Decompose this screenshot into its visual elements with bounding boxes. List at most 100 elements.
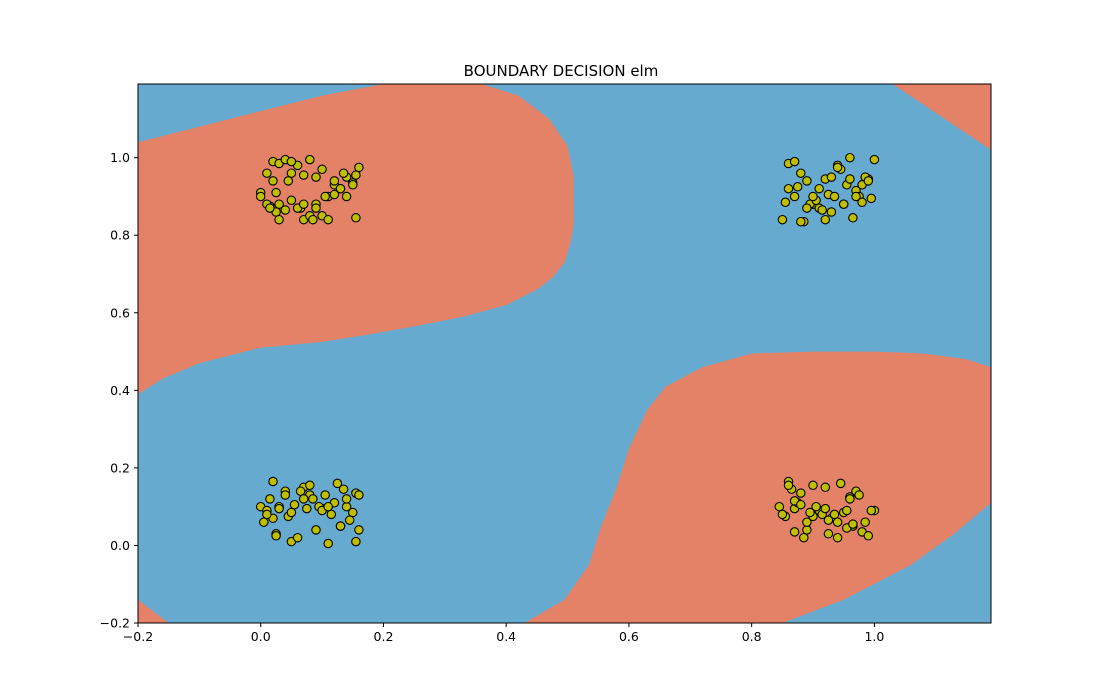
data-point xyxy=(823,529,834,539)
data-point xyxy=(311,203,321,213)
data-point xyxy=(848,213,858,223)
data-point xyxy=(838,199,849,209)
data-point xyxy=(348,180,358,190)
data-point xyxy=(341,191,352,202)
data-point xyxy=(869,154,880,165)
data-point xyxy=(335,183,346,194)
y-tick-label: −0.2 xyxy=(100,616,130,631)
data-point xyxy=(780,197,791,208)
data-point xyxy=(323,501,333,512)
data-point xyxy=(271,531,281,541)
data-point xyxy=(796,216,806,227)
data-point xyxy=(332,478,343,489)
data-point xyxy=(326,509,337,520)
x-tick-label: 0.8 xyxy=(742,629,762,644)
y-tick-label: 0.4 xyxy=(110,383,130,398)
data-point xyxy=(802,517,812,527)
data-point xyxy=(305,154,315,165)
data-point xyxy=(335,521,346,531)
data-point xyxy=(789,156,800,167)
x-tick-label: 0.4 xyxy=(496,629,516,644)
data-point xyxy=(311,172,321,182)
data-point xyxy=(320,191,330,202)
data-point xyxy=(777,214,788,225)
data-point xyxy=(783,480,794,491)
data-point xyxy=(286,507,297,518)
data-point xyxy=(845,152,855,163)
data-point xyxy=(323,538,333,549)
data-point xyxy=(808,480,818,491)
data-point xyxy=(283,176,294,186)
data-point xyxy=(289,499,300,510)
data-point xyxy=(308,494,318,504)
data-point xyxy=(348,507,358,518)
data-point xyxy=(262,168,272,178)
data-point xyxy=(280,490,291,500)
y-tick-label: 0.8 xyxy=(110,228,130,243)
data-point xyxy=(255,191,266,202)
data-point xyxy=(286,195,297,206)
data-point xyxy=(274,199,284,209)
data-point xyxy=(826,172,837,182)
data-point xyxy=(835,478,846,489)
data-point xyxy=(268,176,278,186)
data-point xyxy=(860,517,870,527)
data-point xyxy=(783,183,794,194)
data-point xyxy=(354,525,364,535)
data-point xyxy=(851,191,861,202)
data-point xyxy=(817,205,827,215)
data-point xyxy=(320,490,330,500)
region-b-2 xyxy=(524,351,991,623)
data-point xyxy=(323,214,333,225)
data-point xyxy=(866,193,877,204)
data-point xyxy=(338,484,349,494)
axes: −0.2 0.0 0.2 0.4 0.6 0.8 1.0 −0.2 0.0 0.2 0.4 0.6 0.… xyxy=(100,83,992,644)
data-point xyxy=(298,494,309,504)
data-point xyxy=(338,168,349,178)
data-point xyxy=(845,494,855,504)
data-point xyxy=(308,214,318,225)
data-point xyxy=(329,189,340,200)
data-point xyxy=(311,525,321,535)
x-tick-label: 1.0 xyxy=(864,629,884,644)
data-point xyxy=(848,519,858,529)
data-point xyxy=(265,494,275,504)
region-b-4 xyxy=(138,599,169,623)
data-point xyxy=(351,536,361,547)
data-point xyxy=(832,532,843,543)
data-point xyxy=(789,527,800,537)
region-b-3 xyxy=(892,84,991,150)
data-point xyxy=(280,205,291,215)
data-point xyxy=(796,488,806,498)
data-point xyxy=(845,174,855,184)
y-tick-label: 0.2 xyxy=(110,460,130,475)
y-tick-label: 0.6 xyxy=(110,305,130,320)
data-point xyxy=(298,170,309,180)
data-point xyxy=(295,486,306,496)
data-point xyxy=(802,176,812,186)
data-point xyxy=(351,170,361,180)
data-point xyxy=(262,509,272,520)
data-point xyxy=(802,203,812,213)
data-point xyxy=(286,168,297,178)
y-tick-label: 0.0 xyxy=(110,538,130,553)
data-point xyxy=(354,162,364,173)
data-point xyxy=(829,191,840,202)
data-point xyxy=(351,213,361,223)
scatter-points xyxy=(255,152,880,549)
data-point xyxy=(857,197,867,208)
plot-area xyxy=(138,84,991,623)
data-point xyxy=(811,501,821,512)
data-point xyxy=(298,199,309,209)
data-point xyxy=(792,182,803,192)
x-tick-label: −0.2 xyxy=(123,629,153,644)
data-point xyxy=(796,168,806,178)
data-point xyxy=(259,517,269,527)
data-point xyxy=(265,203,275,213)
plot-regions xyxy=(138,84,991,623)
x-tick-label: 0.2 xyxy=(374,629,394,644)
data-point xyxy=(305,480,315,491)
data-point xyxy=(863,176,874,186)
data-point xyxy=(799,532,809,543)
data-point xyxy=(802,525,812,535)
